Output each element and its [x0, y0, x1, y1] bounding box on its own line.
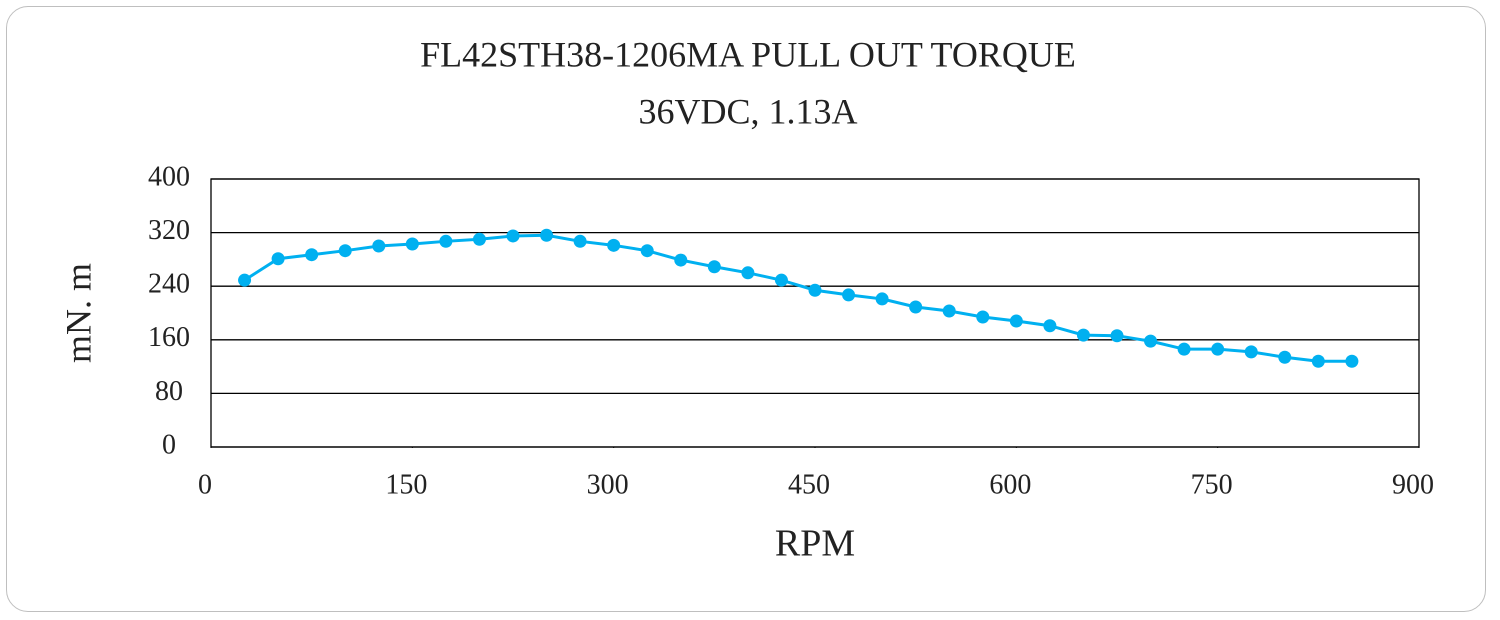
data-point: [741, 266, 755, 280]
y-tick-label: 320: [148, 215, 190, 246]
data-point: [1244, 345, 1258, 359]
chart-card: [6, 6, 1486, 612]
data-point: [305, 248, 319, 262]
data-point: [573, 234, 587, 248]
y-axis-label: mN. m: [58, 263, 98, 363]
x-tick-label: 600: [989, 469, 1031, 500]
x-tick-label: 300: [587, 469, 629, 500]
data-point: [976, 310, 990, 324]
data-point: [1076, 328, 1090, 342]
data-point: [405, 237, 419, 251]
data-point: [1278, 350, 1292, 364]
x-tick-label: 750: [1191, 469, 1233, 500]
data-point: [1211, 342, 1225, 356]
data-point: [640, 244, 654, 258]
data-point: [238, 273, 252, 287]
data-point: [472, 232, 486, 246]
x-axis-label: RPM: [775, 523, 855, 565]
series-line: [243, 233, 1352, 363]
y-tick-label: 80: [155, 376, 183, 407]
y-tick-label: 400: [148, 161, 190, 192]
data-point: [909, 300, 923, 314]
x-tick-label: 150: [385, 469, 427, 500]
x-tick-label: 450: [788, 469, 830, 500]
data-point: [842, 288, 856, 302]
data-point: [1177, 342, 1191, 356]
data-point: [607, 238, 621, 252]
data-point: [1043, 319, 1057, 333]
data-point: [506, 229, 520, 243]
data-point: [1345, 354, 1359, 368]
data-point: [1009, 314, 1023, 328]
data-point: [774, 273, 788, 287]
y-tick-label: 0: [162, 429, 176, 460]
plot-frame: [210, 178, 1420, 448]
data-point: [707, 260, 721, 274]
chart-title: FL42STH38-1206MA PULL OUT TORQUE: [420, 34, 1076, 74]
data-point: [540, 228, 554, 242]
data-point: [875, 292, 889, 306]
data-point: [271, 252, 285, 266]
x-tick-label: 900: [1392, 469, 1434, 500]
data-point: [674, 253, 688, 267]
data-point: [1144, 334, 1158, 348]
data-point: [808, 283, 822, 297]
data-point: [1110, 329, 1124, 343]
data-point: [338, 244, 352, 258]
y-tick-label: 160: [148, 322, 190, 353]
data-point: [942, 304, 956, 318]
data-point: [439, 234, 453, 248]
data-point: [1311, 354, 1325, 368]
y-tick-label: 240: [148, 269, 190, 300]
chart-subtitle: 36VDC, 1.13A: [638, 91, 857, 131]
x-tick-label: 0: [198, 469, 212, 500]
data-point: [372, 239, 386, 253]
